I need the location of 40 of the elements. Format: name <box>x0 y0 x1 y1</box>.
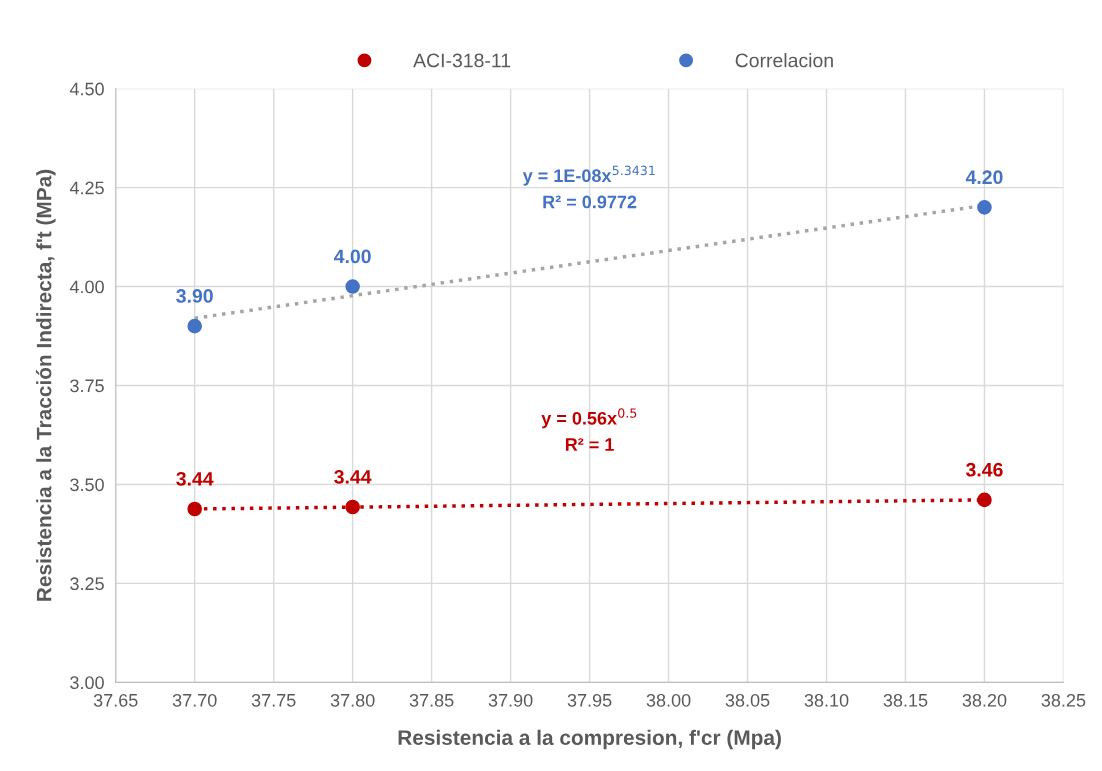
x-tick-label: 37.75 <box>251 693 296 707</box>
point <box>977 200 992 215</box>
x-axis-title: Resistencia a la compresion, f'cr (Mpa) <box>398 729 781 750</box>
y-tick-label: 4.50 <box>69 82 104 96</box>
x-tick-label: 37.90 <box>488 693 533 707</box>
point <box>187 318 202 334</box>
x-tick-label: 38.15 <box>883 693 928 707</box>
y-tick-label: 3.25 <box>70 577 104 591</box>
x-tick-label: 38.25 <box>1041 693 1086 707</box>
point <box>977 492 992 508</box>
y-tick-label: 4.25 <box>69 181 104 195</box>
x-tick-label: 37.85 <box>409 693 454 707</box>
data-label: 3.44 <box>334 469 372 484</box>
data-label: 3.90 <box>176 289 213 303</box>
y-tick-label: 4.00 <box>69 280 104 294</box>
data-label: 4.00 <box>334 249 371 264</box>
annotation: R² = 1 <box>565 438 614 451</box>
point <box>187 501 202 517</box>
y-tick-label: 3.75 <box>70 379 104 393</box>
y-axis-title: Resistencia a la Tracción Indirecta, f't (MPa) <box>35 169 56 601</box>
annotation: y = 1E-08x$^{5.3431}$ <box>522 165 655 186</box>
x-tick-label: 37.95 <box>567 693 612 707</box>
x-tick-label: 38.05 <box>725 693 770 707</box>
point <box>345 279 360 294</box>
y-tick-label: 3.50 <box>70 478 104 492</box>
point <box>345 499 360 515</box>
x-tick-label: 38.20 <box>962 693 1007 707</box>
x-tick-label: 38.00 <box>646 693 691 707</box>
data-label: 4.20 <box>965 170 1003 185</box>
annotation: y = 0.56x$^{0.5}$ <box>541 408 637 429</box>
legend-label: Correlacion <box>735 53 833 68</box>
x-tick-label: 38.10 <box>804 693 849 707</box>
x-tick-label: 37.70 <box>172 693 217 707</box>
data-label: 3.44 <box>176 471 214 486</box>
y-tick-label: 3.00 <box>70 676 104 690</box>
x-tick-label: 37.65 <box>93 693 138 707</box>
legend-label: ACI-318-11 <box>413 53 511 68</box>
annotation: R² = 0.9772 <box>543 195 637 209</box>
x-tick-label: 37.80 <box>330 693 375 707</box>
data-label: 3.46 <box>965 462 1003 477</box>
